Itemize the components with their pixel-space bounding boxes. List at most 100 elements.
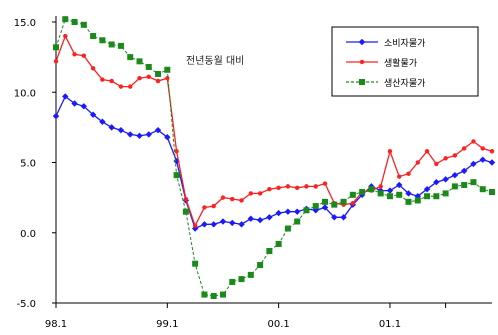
data-point — [322, 181, 328, 186]
y-tick-label: -5.0 — [16, 299, 36, 310]
data-point — [321, 204, 329, 211]
y-tick-label: 10.0 — [14, 88, 36, 99]
data-point — [89, 111, 97, 118]
legend-label: 생산자물가 — [384, 78, 425, 89]
data-point — [173, 172, 180, 179]
data-point — [145, 131, 152, 138]
legend-marker — [359, 59, 365, 65]
series-line — [55, 95, 493, 230]
data-point — [489, 149, 495, 154]
data-point — [406, 171, 411, 176]
data-point — [368, 186, 375, 193]
data-point — [303, 207, 310, 214]
data-point — [210, 221, 217, 228]
data-point — [387, 149, 393, 154]
data-point — [470, 179, 477, 186]
data-point — [238, 276, 245, 283]
data-point — [137, 76, 142, 81]
data-point — [81, 53, 87, 58]
data-point — [424, 149, 430, 154]
data-point — [479, 156, 486, 163]
x-tick-label: 98.1 — [45, 319, 67, 330]
data-point — [434, 161, 439, 167]
data-point — [230, 196, 235, 202]
data-point — [414, 197, 421, 204]
data-point — [479, 186, 486, 193]
data-point — [62, 16, 69, 23]
data-point — [118, 84, 124, 89]
data-point — [128, 84, 133, 89]
data-point — [350, 201, 356, 206]
series-1 — [52, 93, 496, 232]
data-point — [284, 225, 291, 232]
data-point — [71, 19, 78, 25]
data-point — [359, 189, 366, 196]
data-point — [340, 214, 347, 221]
data-point — [461, 146, 467, 151]
data-point — [489, 189, 495, 196]
data-point — [165, 76, 170, 81]
legend-box — [331, 26, 479, 97]
data-point — [145, 63, 152, 70]
data-point — [443, 156, 448, 161]
data-point — [284, 208, 292, 215]
data-point — [80, 21, 87, 28]
data-point — [90, 33, 97, 40]
data-point — [219, 218, 227, 225]
y-tick-label: 0.0 — [20, 229, 36, 240]
data-point — [386, 193, 393, 200]
data-point — [285, 184, 291, 189]
data-point — [247, 271, 254, 278]
data-point — [396, 181, 403, 189]
data-point — [377, 190, 384, 197]
legend-marker — [358, 38, 366, 46]
data-point — [460, 167, 468, 175]
data-point — [340, 198, 347, 205]
data-point — [220, 195, 226, 200]
data-point — [136, 58, 143, 65]
data-point — [349, 191, 356, 198]
y-tick-label: 5.0 — [20, 159, 36, 170]
data-point — [127, 131, 134, 138]
data-point — [451, 171, 459, 179]
data-point — [480, 146, 485, 151]
data-point — [266, 248, 273, 255]
data-point — [322, 198, 329, 205]
data-point — [117, 126, 125, 134]
data-point — [239, 198, 244, 203]
data-point — [293, 208, 301, 215]
data-point — [248, 191, 254, 196]
data-point — [192, 223, 198, 228]
data-point — [424, 193, 431, 200]
data-point — [470, 160, 477, 168]
data-point — [414, 193, 421, 200]
data-point — [155, 78, 161, 84]
chart-annotation: 전년동월 대비 — [186, 55, 244, 67]
data-point — [192, 260, 199, 267]
data-point — [127, 54, 134, 61]
data-point — [331, 201, 338, 208]
data-point — [304, 184, 309, 189]
data-point — [210, 292, 217, 299]
y-tick-label: 15.0 — [14, 18, 36, 29]
data-point — [313, 184, 318, 189]
data-point — [117, 42, 124, 49]
data-point — [386, 187, 394, 194]
data-point — [276, 185, 281, 190]
data-point — [201, 291, 208, 298]
data-point — [154, 126, 162, 134]
data-point — [267, 186, 272, 192]
data-point — [182, 208, 189, 215]
data-point — [99, 118, 106, 125]
data-point — [229, 219, 236, 227]
data-point — [266, 214, 273, 221]
data-point — [451, 183, 458, 190]
data-point — [461, 181, 468, 188]
data-point — [71, 100, 78, 107]
x-tick-label: 01.1 — [379, 319, 401, 330]
data-point — [442, 190, 449, 197]
data-point — [423, 185, 431, 193]
data-point — [331, 214, 338, 221]
data-point — [63, 33, 68, 39]
